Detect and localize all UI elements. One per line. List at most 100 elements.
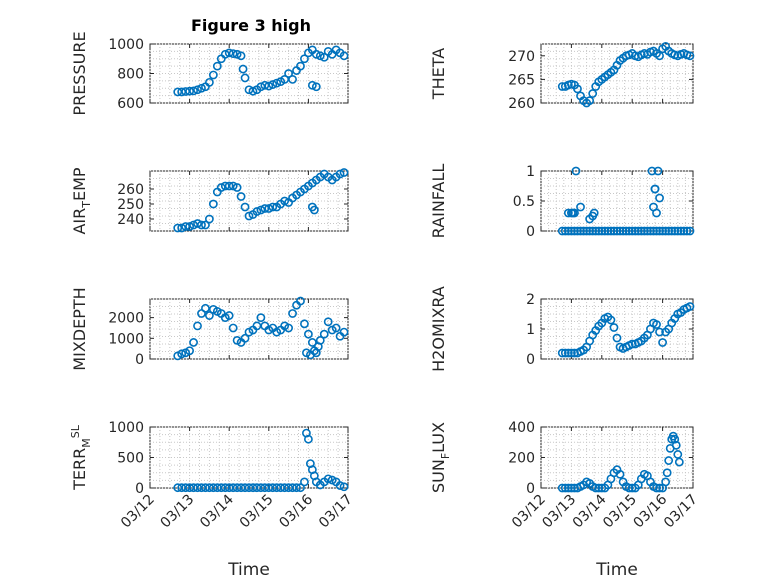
data-point <box>597 226 607 236</box>
data-point <box>313 342 323 351</box>
y-tick-label: 240 <box>117 212 144 228</box>
data-point <box>177 223 187 233</box>
data-point <box>567 483 576 493</box>
data-point <box>268 80 278 89</box>
data-point <box>201 303 210 313</box>
data-point <box>567 348 576 358</box>
data-point <box>567 226 576 236</box>
x-axis-label: Time <box>595 560 638 580</box>
data-point <box>594 226 604 236</box>
data-point <box>311 82 321 92</box>
data-point <box>185 222 194 231</box>
x-tick-label: 03/16 <box>631 491 671 531</box>
data-point <box>588 226 598 236</box>
data-point <box>624 226 634 236</box>
data-point <box>331 323 341 333</box>
data-point <box>591 483 601 493</box>
y-tick-label: 0 <box>135 352 144 368</box>
data-point <box>685 302 695 311</box>
data-point <box>652 208 661 218</box>
data-point <box>582 226 591 236</box>
data-point <box>649 226 658 236</box>
data-point <box>655 483 664 493</box>
data-point <box>563 208 573 218</box>
data-point <box>573 226 582 236</box>
data-point <box>600 226 610 236</box>
data-point <box>639 226 649 236</box>
y-axis-label: SUNFLUX <box>429 422 452 493</box>
x-tick-label: 03/13 <box>539 492 579 532</box>
data-point <box>212 61 222 71</box>
subplot-rainfall: 0 0.5 1 RAINFALL <box>429 164 695 240</box>
data-point <box>661 477 671 487</box>
data-point <box>670 226 680 236</box>
data-point <box>633 226 643 236</box>
y-tick-label: 2 <box>526 292 535 308</box>
y-tick-label: 0 <box>526 224 535 240</box>
data-point <box>284 323 293 333</box>
data-point <box>571 166 581 176</box>
data-point <box>676 226 686 236</box>
data-point <box>557 483 567 493</box>
data-point <box>560 483 570 493</box>
x-tick-label: 03/14 <box>197 491 237 531</box>
data-point <box>652 320 661 329</box>
data-point <box>658 338 667 347</box>
y-tick-label: 0 <box>526 352 535 368</box>
data-point <box>272 78 282 88</box>
x-tick-label: 03/15 <box>600 492 640 532</box>
data-point <box>673 226 683 236</box>
data-point <box>232 49 242 59</box>
data-point <box>307 338 317 347</box>
data-point <box>570 348 579 358</box>
data-point <box>185 346 194 356</box>
data-point <box>606 315 616 325</box>
data-point <box>609 226 619 236</box>
data-point <box>655 51 664 61</box>
data-point <box>296 296 305 306</box>
data-point <box>197 220 206 230</box>
data-point <box>260 204 270 213</box>
data-point <box>216 183 226 192</box>
subplot-h2omixra: 0 1 2 H2OMIXRA <box>429 286 695 372</box>
data-point <box>679 226 689 236</box>
y-tick-label: 0 <box>135 481 144 497</box>
data-point <box>292 483 301 493</box>
y-tick-label: 1000 <box>108 420 144 436</box>
data-point <box>685 226 695 236</box>
data-point <box>311 49 321 59</box>
data-point <box>244 211 254 221</box>
subplot-theta: 260 265 270 THETA <box>429 41 695 112</box>
data-point <box>682 226 692 236</box>
y-axis-label: AIRTEMP <box>70 167 93 234</box>
data-point <box>339 51 349 61</box>
y-tick-label: 1 <box>526 322 535 338</box>
y-axis-label: H2OMIXRA <box>429 286 448 372</box>
data-point <box>256 313 266 323</box>
data-point <box>612 226 622 236</box>
y-tick-label: 2000 <box>108 311 144 327</box>
data-point <box>284 69 293 78</box>
data-point <box>674 457 684 467</box>
data-point <box>658 226 667 236</box>
data-point <box>268 202 278 212</box>
data-point <box>224 181 234 191</box>
data-point <box>240 73 250 83</box>
data-point <box>300 319 309 329</box>
data-point <box>339 168 349 177</box>
data-point <box>208 70 218 80</box>
data-point <box>618 226 628 236</box>
data-point <box>232 183 242 192</box>
x-tick-label: 03/15 <box>237 492 277 532</box>
data-point <box>612 333 622 343</box>
subplot-pressure: 600 800 1000 PRESSURE <box>70 31 349 116</box>
y-tick-label: 260 <box>117 182 144 198</box>
y-tick-label: 400 <box>508 420 535 436</box>
data-point <box>181 222 191 231</box>
data-point <box>240 333 250 343</box>
data-point <box>236 192 246 201</box>
data-point <box>224 311 234 320</box>
data-point <box>208 199 218 209</box>
data-point <box>646 226 655 236</box>
